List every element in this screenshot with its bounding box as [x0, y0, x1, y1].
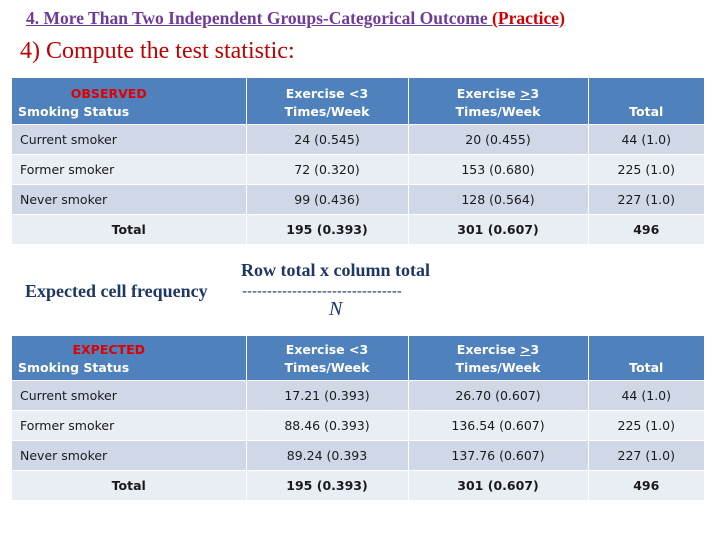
row-label: Never smoker — [12, 439, 247, 470]
expected-table: EXPECTED Smoking Status Exercise <3 Time… — [12, 336, 704, 500]
formula-lhs: Expected cell frequency — [25, 281, 208, 301]
cell: 301 (0.607) — [408, 213, 589, 244]
table-row: Never smoker 89.24 (0.393 137.76 (0.607)… — [12, 439, 704, 470]
observed-col2-ge: > — [520, 85, 531, 101]
cell: 26.70 (0.607) — [408, 379, 589, 410]
observed-col1-line2: Times/Week — [284, 103, 370, 119]
slide-heading: 4. More Than Two Independent Groups-Cate… — [26, 8, 565, 29]
expected-col1-line1: Exercise <3 — [285, 341, 369, 357]
cell: 496 — [588, 469, 704, 500]
observed-col2-pre: Exercise — [456, 85, 521, 101]
cell: 225 (1.0) — [588, 153, 704, 184]
cell: 44 (1.0) — [588, 123, 704, 154]
cell: 195 (0.393) — [246, 213, 409, 244]
cell: 24 (0.545) — [246, 123, 409, 154]
cell: 496 — [588, 213, 704, 244]
observed-header-row: OBSERVED Smoking Status Exercise <3 Time… — [12, 78, 704, 124]
expected-col1-line2: Times/Week — [284, 359, 370, 375]
cell: 153 (0.680) — [408, 153, 589, 184]
expected-col2-line2: Times/Week — [455, 359, 541, 375]
cell: 72 (0.320) — [246, 153, 409, 184]
expected-header-row: EXPECTED Smoking Status Exercise <3 Time… — [12, 336, 704, 380]
cell: 227 (1.0) — [588, 183, 704, 214]
cell: 99 (0.436) — [246, 183, 409, 214]
formula-numerator: Row total x column total — [241, 260, 430, 280]
formula-fraction-line: -------------------------------- — [242, 283, 402, 300]
observed-row-header: OBSERVED Smoking Status — [12, 78, 247, 124]
row-label: Total — [12, 469, 247, 500]
observed-col2-post: 3 — [530, 85, 540, 101]
cell: 20 (0.455) — [408, 123, 589, 154]
table-row: Never smoker 99 (0.436) 128 (0.564) 227 … — [12, 183, 704, 214]
cell: 225 (1.0) — [588, 409, 704, 440]
formula-denominator: N — [329, 298, 343, 320]
table-row: Former smoker 72 (0.320) 153 (0.680) 225… — [12, 153, 704, 184]
observed-col1-line1: Exercise <3 — [285, 85, 369, 101]
expected-row-header-text: Smoking Status — [18, 359, 130, 375]
observed-col2-line2: Times/Week — [455, 103, 541, 119]
table-row: Current smoker 17.21 (0.393) 26.70 (0.60… — [12, 379, 704, 410]
row-label: Former smoker — [12, 153, 247, 184]
cell: 44 (1.0) — [588, 379, 704, 410]
expected-row-header: EXPECTED Smoking Status — [12, 336, 247, 380]
observed-row-header-text: Smoking Status — [18, 103, 130, 119]
cell: 195 (0.393) — [246, 469, 409, 500]
cell: 227 (1.0) — [588, 439, 704, 470]
row-label: Total — [12, 213, 247, 244]
expected-col-exercise-lt3: Exercise <3 Times/Week — [246, 336, 409, 380]
total-row: Total 195 (0.393) 301 (0.607) 496 — [12, 213, 704, 244]
observed-col-exercise-lt3: Exercise <3 Times/Week — [246, 78, 409, 124]
expected-col2-pre: Exercise — [456, 341, 521, 357]
row-label: Current smoker — [12, 123, 247, 154]
expected-col-exercise-ge3: Exercise >3 Times/Week — [408, 336, 589, 380]
observed-table: OBSERVED Smoking Status Exercise <3 Time… — [12, 78, 704, 244]
cell: 89.24 (0.393 — [246, 439, 409, 470]
cell: 88.46 (0.393) — [246, 409, 409, 440]
heading-practice: (Practice) — [492, 8, 565, 28]
row-label: Never smoker — [12, 183, 247, 214]
cell: 301 (0.607) — [408, 469, 589, 500]
cell: 136.54 (0.607) — [408, 409, 589, 440]
observed-col-exercise-ge3: Exercise >3 Times/Week — [408, 78, 589, 124]
expected-col2-post: 3 — [530, 341, 540, 357]
cell: 137.76 (0.607) — [408, 439, 589, 470]
observed-label: OBSERVED — [70, 85, 147, 101]
total-row: Total 195 (0.393) 301 (0.607) 496 — [12, 469, 704, 500]
table-row: Former smoker 88.46 (0.393) 136.54 (0.60… — [12, 409, 704, 440]
expected-col-total: Total — [588, 336, 704, 380]
table-row: Current smoker 24 (0.545) 20 (0.455) 44 … — [12, 123, 704, 154]
step-title: 4) Compute the test statistic: — [20, 38, 295, 64]
row-label: Current smoker — [12, 379, 247, 410]
expected-label: EXPECTED — [72, 341, 146, 357]
cell: 128 (0.564) — [408, 183, 589, 214]
row-label: Former smoker — [12, 409, 247, 440]
cell: 17.21 (0.393) — [246, 379, 409, 410]
heading-main: 4. More Than Two Independent Groups-Cate… — [26, 8, 493, 28]
observed-col-total: Total — [588, 78, 704, 124]
expected-col2-ge: > — [520, 341, 531, 357]
